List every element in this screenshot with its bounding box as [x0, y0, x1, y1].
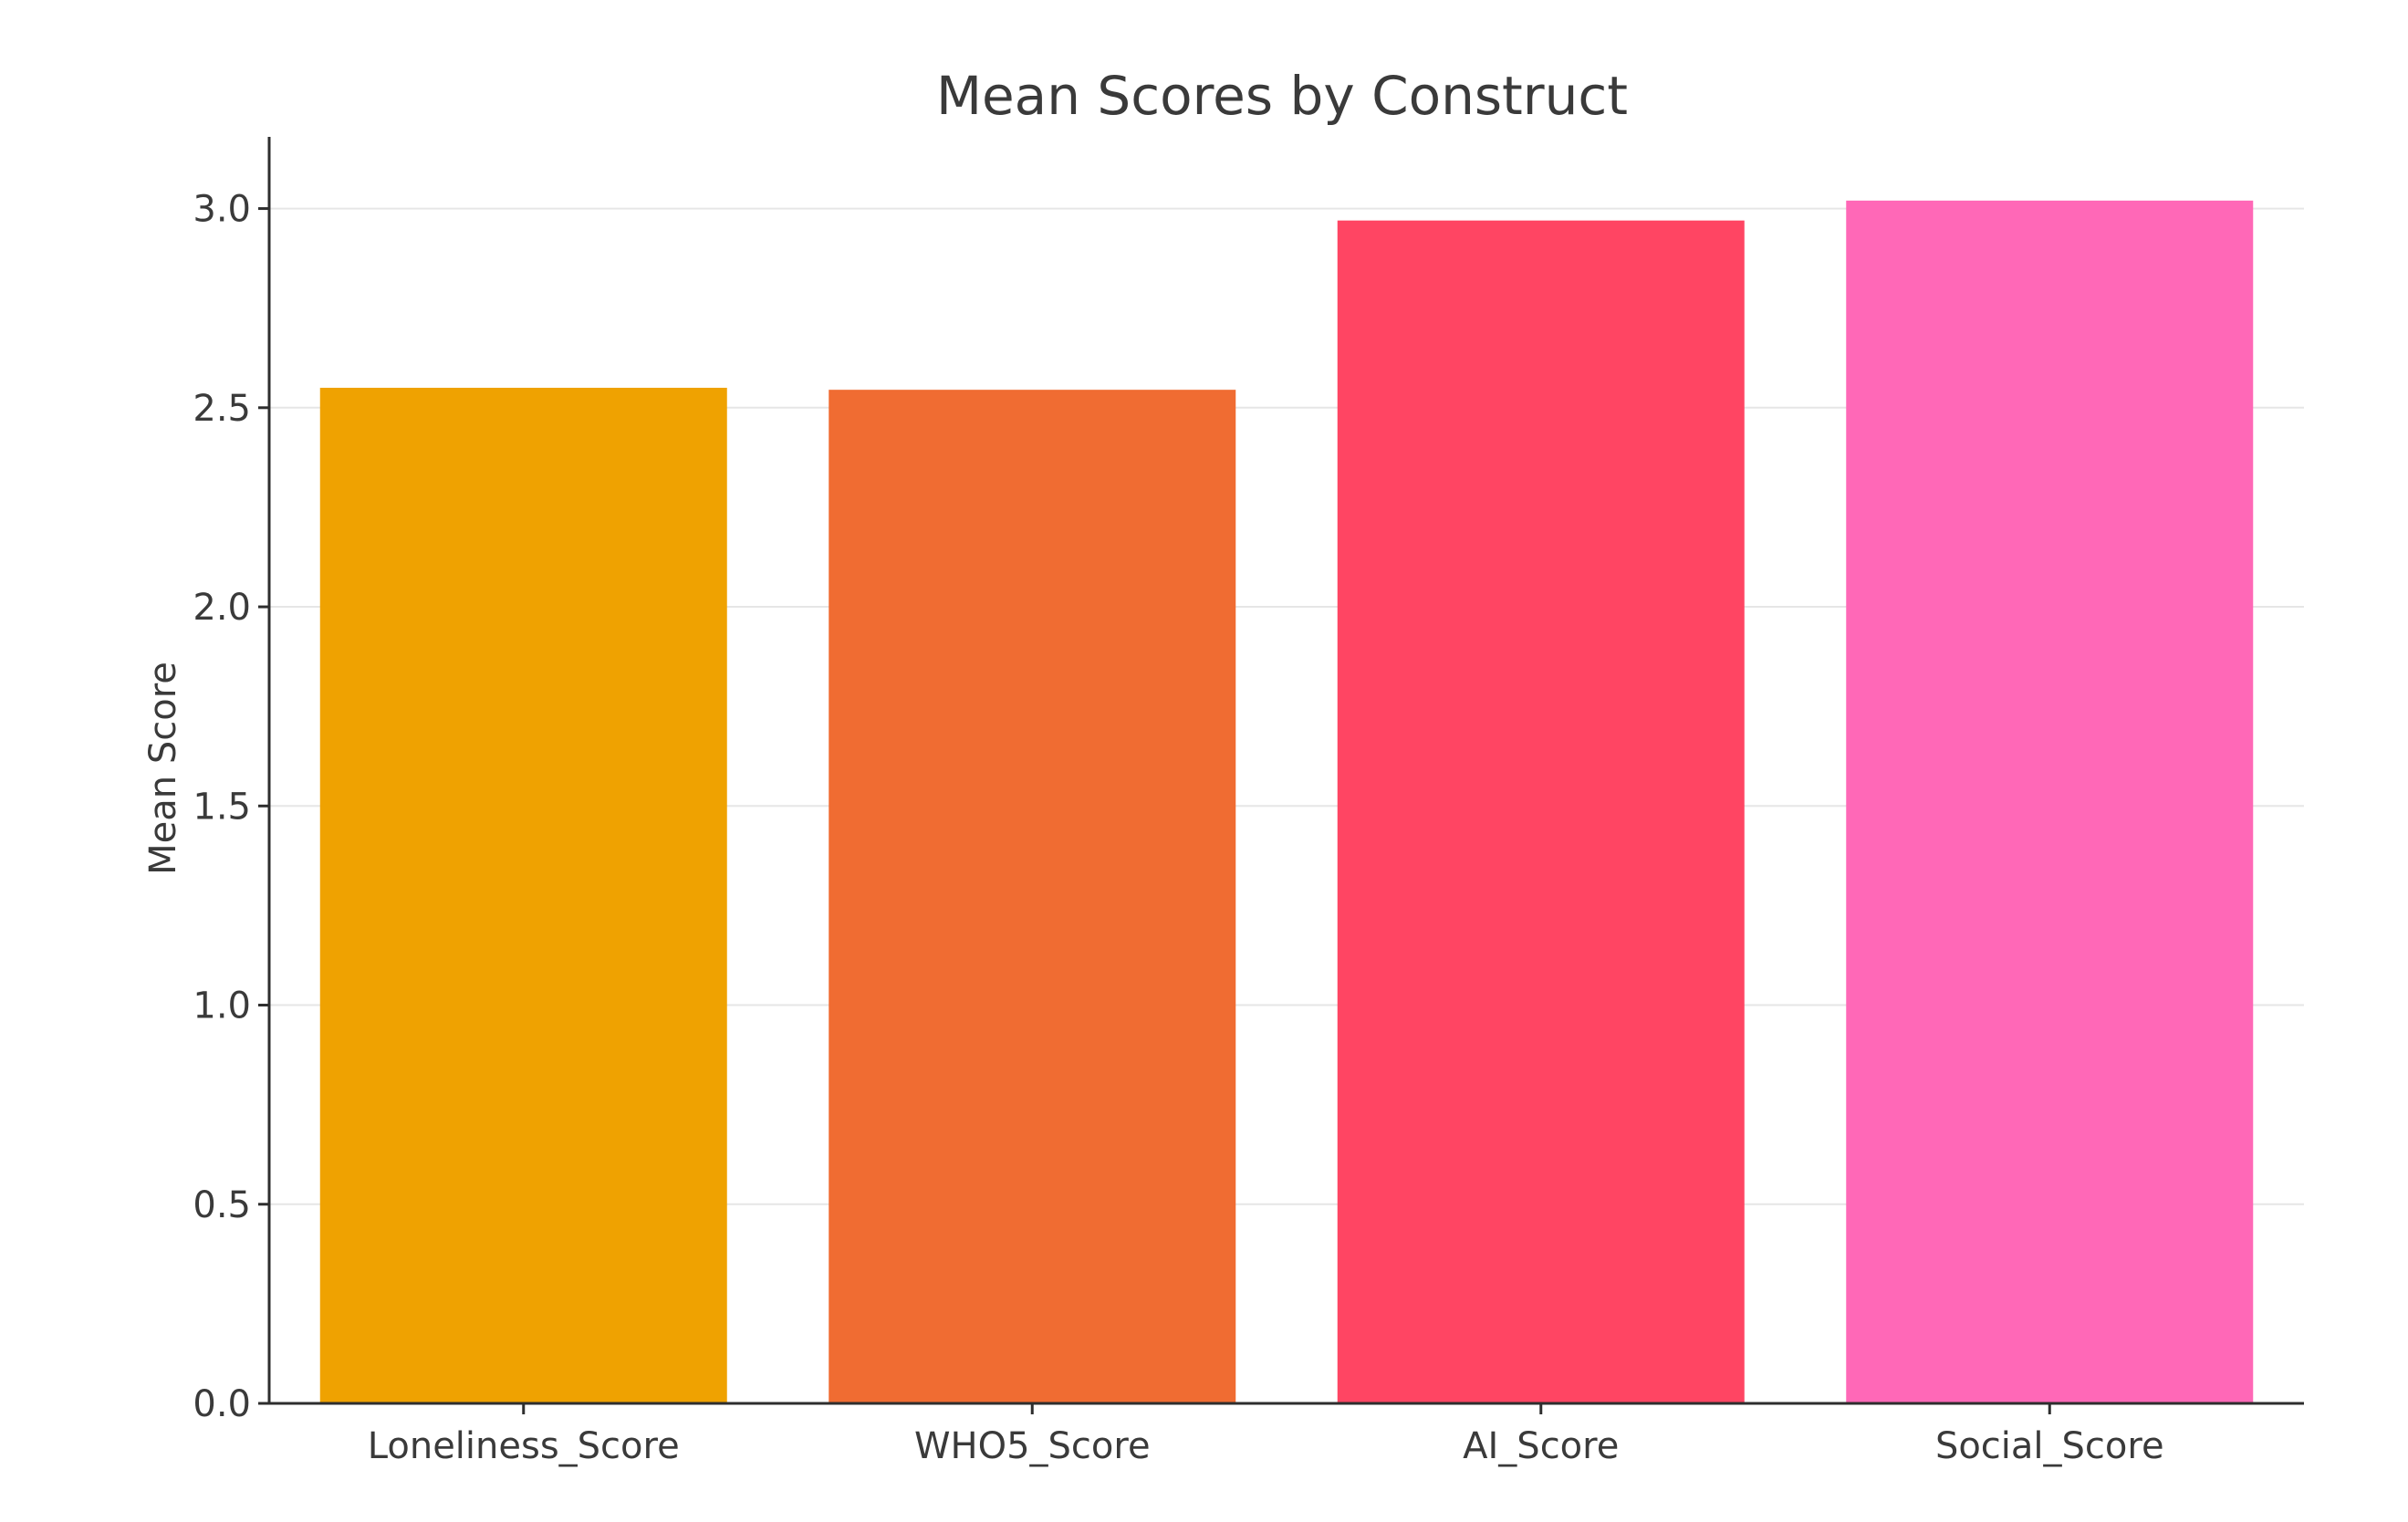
x-tick-label: AI_Score	[1463, 1425, 1619, 1467]
x-tick-label: WHO5_Score	[914, 1425, 1151, 1467]
y-tick-label: 1.0	[193, 985, 251, 1027]
bar-ai-score	[1337, 220, 1745, 1403]
y-tick-label: 2.0	[193, 587, 251, 629]
y-axis-ticks: 0.0 0.5 1.0 1.5 2.0 2.5 3.0	[193, 189, 269, 1425]
y-tick-label: 1.5	[193, 786, 251, 828]
y-tick-label: 0.5	[193, 1184, 251, 1226]
chart-title: Mean Scores by Construct	[936, 65, 1628, 127]
y-tick-label: 0.0	[193, 1383, 251, 1425]
y-tick-label: 3.0	[193, 189, 251, 231]
bars-group	[319, 200, 2254, 1404]
x-axis-ticks: Loneliness_Score WHO5_Score AI_Score Social…	[368, 1403, 2164, 1467]
y-axis-label: Mean Score	[142, 662, 184, 875]
bar-social-score	[1846, 200, 2254, 1404]
x-tick-label: Loneliness_Score	[368, 1425, 680, 1467]
x-tick-label: Social_Score	[1935, 1425, 2164, 1467]
bar-loneliness-score	[319, 387, 727, 1403]
y-tick-label: 2.5	[193, 388, 251, 430]
bar-who5-score	[829, 390, 1236, 1403]
